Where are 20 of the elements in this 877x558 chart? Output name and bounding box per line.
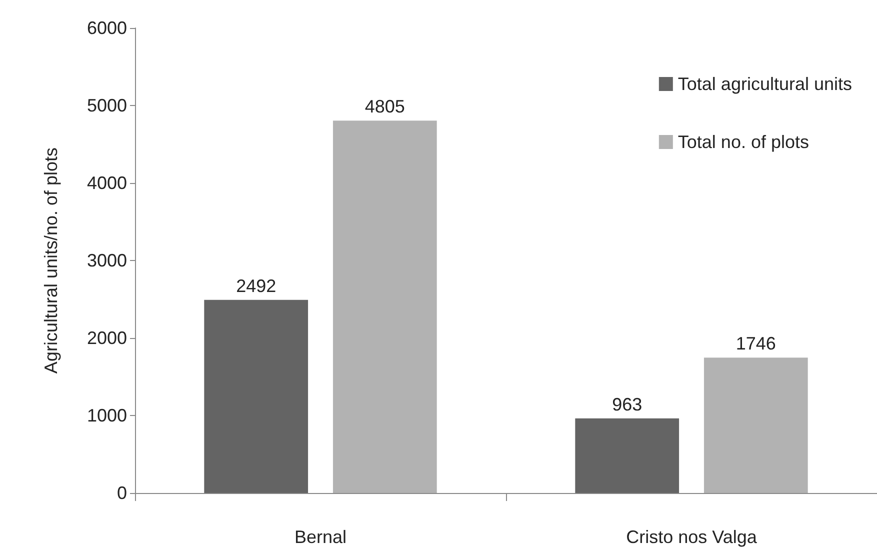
y-tick-label: 0 (116, 483, 127, 503)
y-tick-label: 2000 (86, 328, 127, 348)
y-tick-label: 4000 (86, 173, 127, 193)
y-tick-label: 5000 (86, 96, 127, 116)
y-tick-label: 1000 (86, 406, 127, 426)
x-tick-label: Cristo nos Valga (626, 527, 758, 547)
bar (575, 418, 680, 493)
legend-label: Total agricultural units (678, 74, 852, 94)
x-tick-label: Bernal (294, 527, 347, 547)
data-label: 1746 (736, 334, 776, 354)
legend-label: Total no. of plots (678, 132, 810, 152)
data-label: 4805 (364, 96, 405, 117)
bar (204, 300, 308, 493)
bar (704, 358, 808, 493)
bar (332, 120, 437, 493)
data-label: 963 (612, 394, 642, 414)
y-tick-label: 6000 (86, 18, 127, 38)
y-axis-title: Agricultural units/no. of plots (41, 147, 61, 374)
y-tick-label: 3000 (86, 250, 127, 270)
data-label: 2492 (236, 276, 276, 296)
